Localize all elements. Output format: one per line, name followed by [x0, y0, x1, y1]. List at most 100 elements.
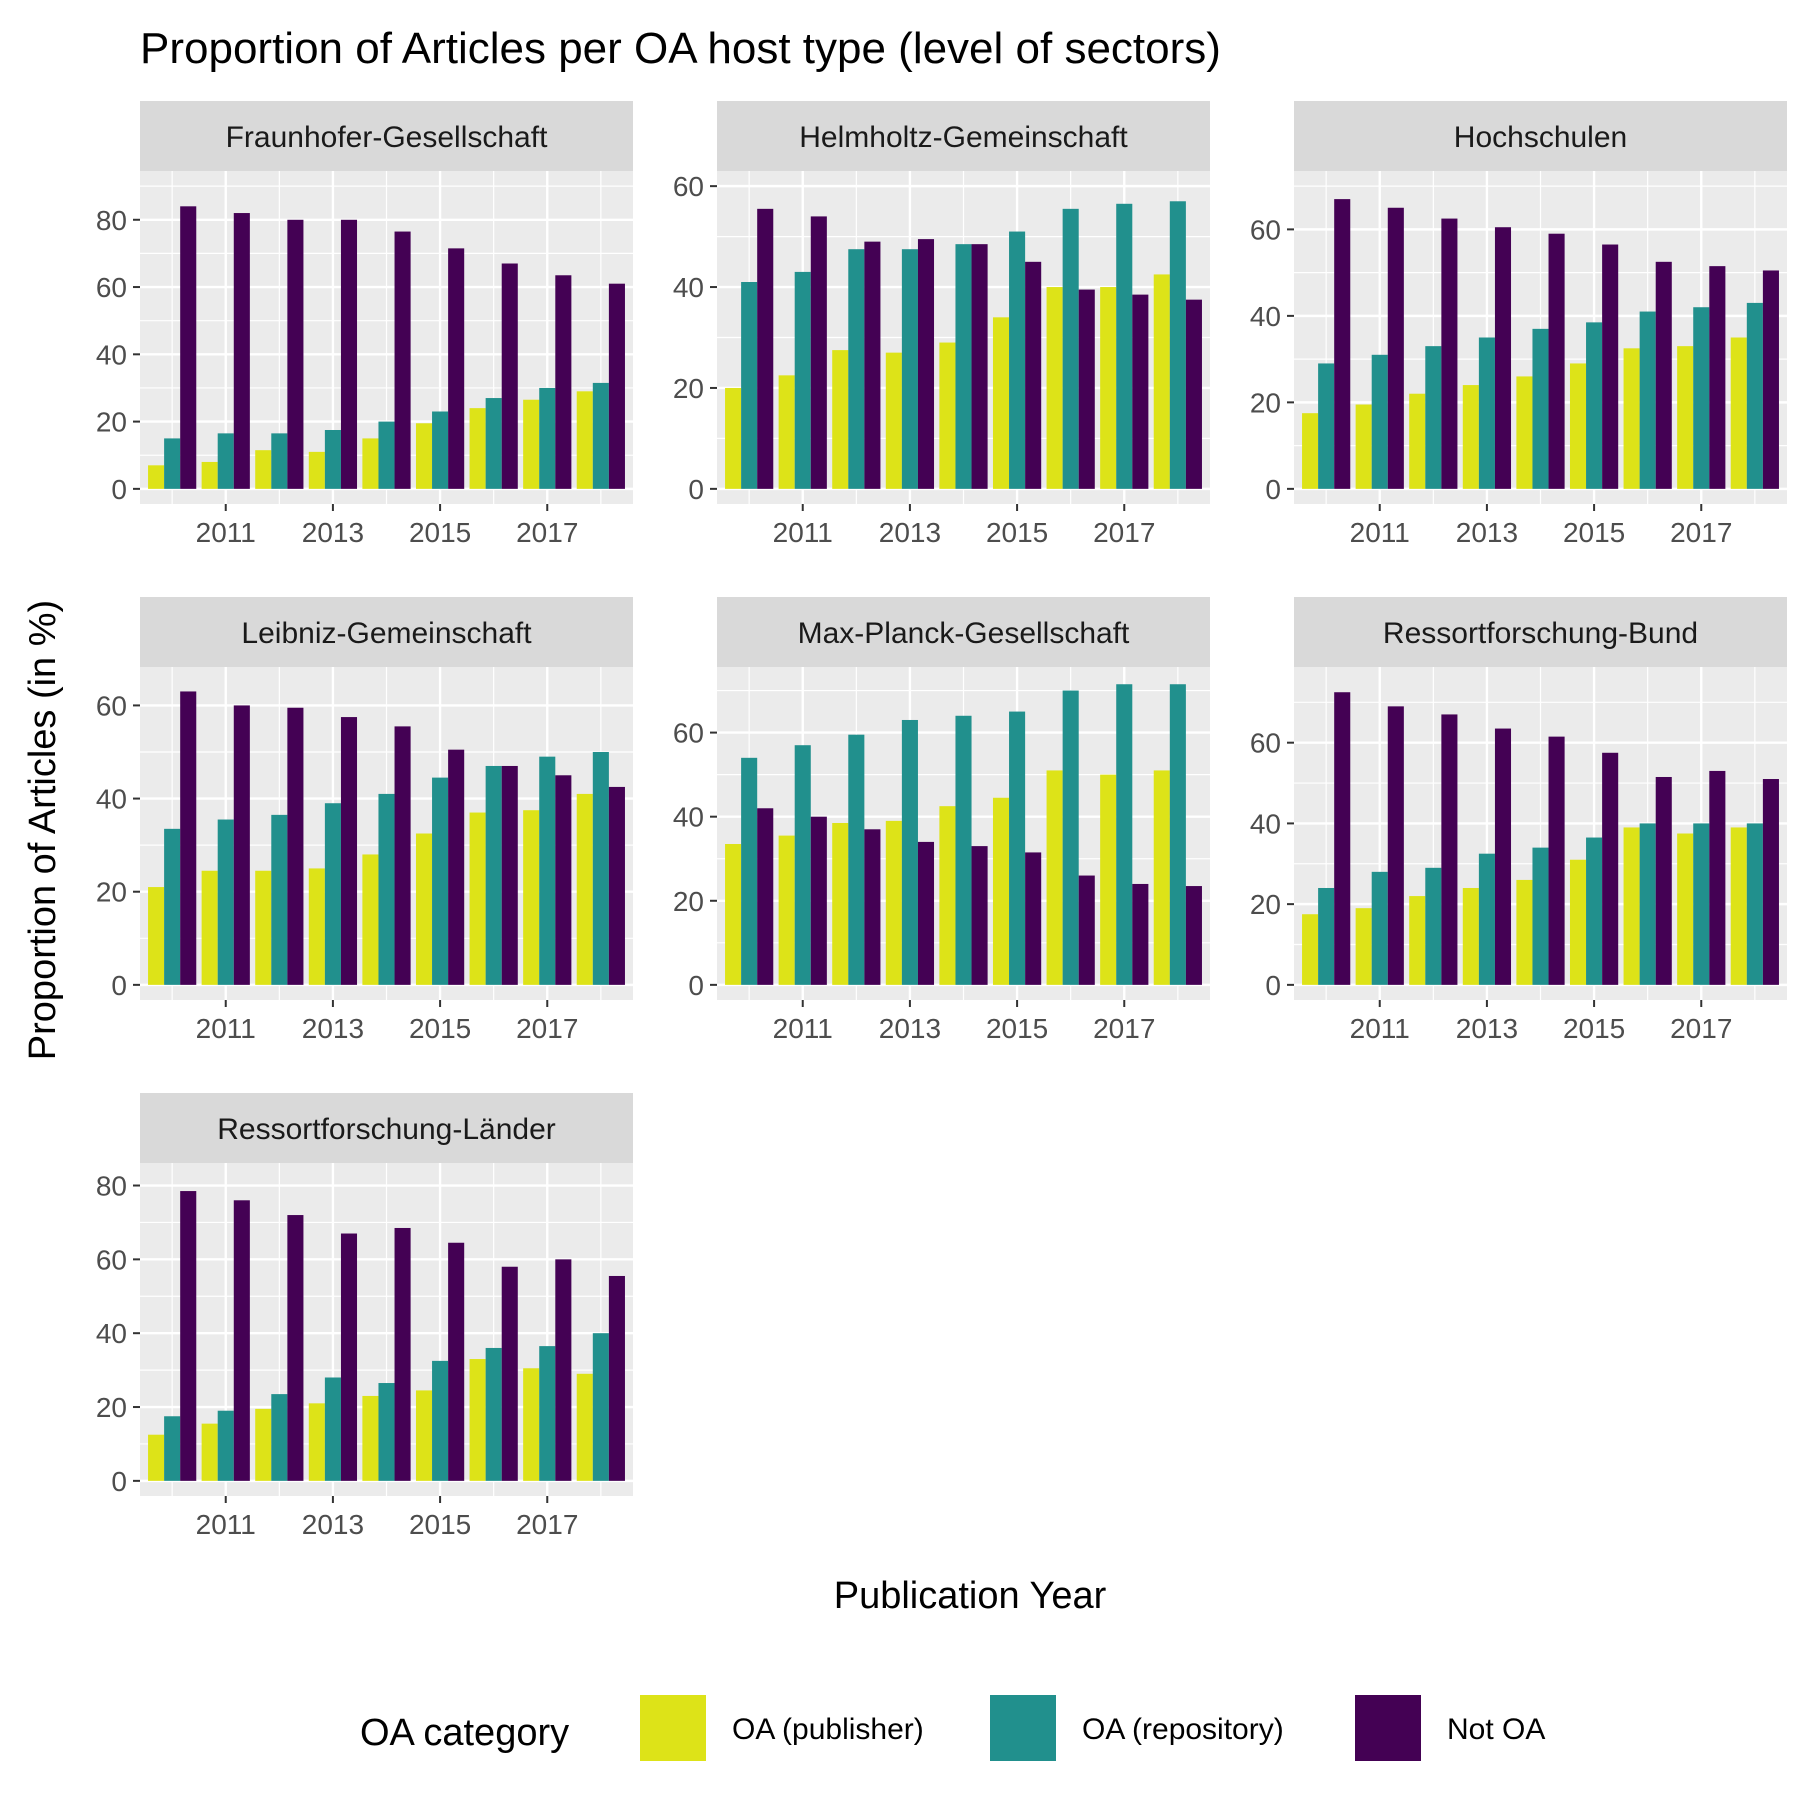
bar-oa-publisher-2018 [576, 1373, 593, 1481]
y-tick-label: 60 [1250, 728, 1281, 759]
bar-oa-repository-2010 [741, 282, 758, 489]
bar-not-oa-2011 [1387, 207, 1404, 489]
bar-not-oa-2018 [1185, 299, 1202, 489]
bar-not-oa-2017 [555, 775, 572, 985]
bar-oa-publisher-2018 [1153, 274, 1170, 489]
bar-not-oa-2010 [180, 1191, 197, 1481]
bar-not-oa-2017 [555, 1259, 572, 1481]
bar-oa-repository-2010 [1318, 887, 1335, 985]
bar-oa-publisher-2017 [523, 810, 540, 985]
x-tick-label: 2013 [302, 1509, 364, 1540]
x-tick-label: 2011 [196, 1013, 256, 1044]
bar-oa-publisher-2017 [1100, 774, 1117, 985]
y-tick-label: 20 [96, 407, 127, 438]
bar-oa-publisher-2014 [939, 806, 956, 985]
bar-oa-repository-2014 [1532, 847, 1549, 985]
bar-not-oa-2015 [1025, 852, 1042, 985]
bar-oa-publisher-2011 [201, 461, 218, 489]
bar-oa-publisher-2011 [778, 835, 795, 985]
bar-not-oa-2016 [1655, 261, 1672, 489]
x-tick-label: 2011 [1350, 517, 1410, 548]
bar-oa-repository-2011 [794, 271, 811, 489]
bar-oa-repository-2012 [848, 734, 865, 985]
bar-not-oa-2013 [917, 841, 935, 985]
y-tick-label: 40 [673, 802, 704, 833]
y-tick-label: 20 [1250, 387, 1281, 418]
bar-not-oa-2018 [1762, 779, 1779, 985]
bar-oa-publisher-2018 [576, 793, 593, 985]
bar-oa-publisher-2014 [1516, 879, 1533, 985]
bar-not-oa-2017 [1709, 770, 1726, 985]
bar-not-oa-2015 [1602, 752, 1619, 985]
y-tick-label: 60 [1250, 214, 1281, 245]
x-tick-label: 2015 [1563, 1013, 1625, 1044]
bar-oa-repository-2012 [1425, 867, 1442, 985]
x-tick-label: 2017 [516, 1509, 578, 1540]
bar-not-oa-2013 [1494, 728, 1512, 985]
y-tick-label: 20 [1250, 889, 1281, 920]
bar-oa-repository-2013 [324, 1377, 341, 1481]
bar-oa-repository-2012 [271, 433, 288, 489]
y-tick-label: 40 [673, 272, 704, 303]
bar-oa-publisher-2014 [939, 342, 956, 489]
x-tick-label: 2011 [773, 1013, 833, 1044]
bar-oa-publisher-2010 [1302, 413, 1319, 489]
facet-strip [717, 597, 1210, 667]
legend-key-oa-repository [990, 1695, 1056, 1761]
bar-oa-repository-2017 [539, 1346, 556, 1481]
bar-not-oa-2017 [1132, 883, 1149, 985]
bar-not-oa-2010 [180, 206, 197, 489]
bar-oa-publisher-2010 [148, 887, 165, 985]
bar-not-oa-2014 [394, 231, 411, 489]
bar-not-oa-2010 [1334, 199, 1351, 489]
bar-oa-repository-2016 [1062, 690, 1079, 985]
bar-not-oa-2014 [971, 846, 988, 985]
bar-oa-publisher-2015 [1569, 363, 1587, 489]
x-tick-label: 2017 [516, 1013, 578, 1044]
bar-oa-publisher-2016 [1046, 287, 1063, 489]
bar-not-oa-2014 [394, 726, 411, 985]
bar-not-oa-2014 [1548, 233, 1565, 489]
bar-oa-repository-2010 [164, 828, 181, 985]
bar-not-oa-2018 [1185, 886, 1202, 985]
y-tick-label: 20 [96, 877, 127, 908]
bar-oa-repository-2015 [432, 411, 449, 489]
bar-not-oa-2012 [287, 707, 304, 985]
bar-oa-publisher-2011 [1355, 908, 1372, 985]
bar-not-oa-2013 [340, 717, 358, 985]
x-tick-label: 2011 [773, 517, 833, 548]
bar-oa-publisher-2010 [148, 465, 165, 489]
facet-strip-label: Fraunhofer-Gesellschaft [226, 121, 548, 154]
bar-oa-repository-2012 [848, 249, 865, 489]
bar-oa-repository-2014 [1532, 328, 1549, 489]
facet-max-planck-gesellschaft: Max-Planck-Gesellschaft 0 20 40 60 2011 2013 20… [673, 597, 1210, 1044]
bar-not-oa-2010 [180, 691, 197, 985]
bar-not-oa-2015 [1602, 244, 1619, 489]
bar-oa-repository-2015 [432, 1360, 449, 1481]
legend-key-not-oa [1355, 1695, 1421, 1761]
bar-oa-publisher-2015 [415, 423, 433, 489]
bar-oa-publisher-2016 [1623, 827, 1640, 985]
x-tick-label: 2015 [409, 1013, 471, 1044]
legend-title: OA category [360, 1712, 569, 1754]
y-tick-label: 0 [688, 970, 704, 1001]
bar-oa-repository-2018 [592, 382, 609, 489]
bar-oa-repository-2014 [378, 793, 395, 985]
bar-not-oa-2015 [448, 749, 465, 985]
bar-oa-repository-2017 [539, 387, 556, 489]
bar-oa-publisher-2011 [201, 1423, 218, 1481]
chart-title: Proportion of Articles per OA host type … [140, 24, 1221, 73]
bar-oa-repository-2012 [271, 1394, 288, 1481]
bar-oa-publisher-2012 [832, 350, 849, 489]
bar-oa-repository-2015 [1009, 231, 1026, 489]
x-tick-label: 2013 [1456, 1013, 1518, 1044]
y-tick-label: 20 [96, 1392, 127, 1423]
bar-not-oa-2018 [608, 786, 625, 985]
bar-not-oa-2015 [448, 1242, 465, 1481]
bar-oa-publisher-2018 [1153, 770, 1170, 985]
y-tick-label: 40 [1250, 301, 1281, 332]
x-tick-label: 2013 [302, 1013, 364, 1044]
bar-oa-publisher-2016 [1046, 770, 1063, 985]
facet-strip [717, 101, 1210, 171]
bar-oa-repository-2016 [1639, 823, 1656, 985]
